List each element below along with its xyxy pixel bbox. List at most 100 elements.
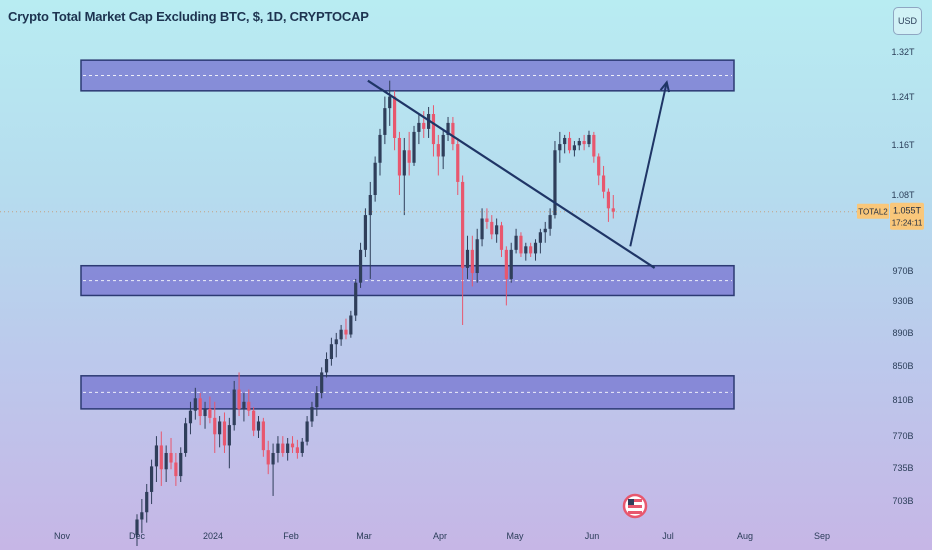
- candle-body: [358, 249, 363, 283]
- candle-body: [533, 242, 538, 254]
- candle-body: [290, 443, 295, 448]
- y-tick-label: 735B: [892, 463, 913, 473]
- candle-body: [538, 232, 542, 243]
- x-tick-label: Nov: [54, 531, 71, 541]
- candle-body: [320, 372, 324, 394]
- candle-body: [529, 246, 533, 254]
- symbol-tag-text: TOTAL2: [858, 208, 888, 217]
- candle-body: [295, 447, 299, 453]
- x-tick-label: Feb: [283, 531, 299, 541]
- candle-body: [470, 249, 474, 274]
- x-tick-label: Jun: [585, 531, 600, 541]
- candlestick-series: [135, 80, 615, 546]
- candle-body: [436, 144, 440, 157]
- candle-body: [222, 421, 227, 446]
- candle-body: [286, 443, 290, 453]
- x-tick-label: Aug: [737, 531, 753, 541]
- projection-arrow: [629, 82, 668, 247]
- last-price-label: TOTAL2 1.055T 17:24:11: [857, 202, 924, 230]
- candle-body: [548, 215, 552, 229]
- candle-body: [232, 389, 236, 426]
- candle-body: [397, 137, 402, 176]
- candle-body: [354, 282, 358, 316]
- candle-body: [213, 417, 217, 435]
- candle-body: [587, 134, 591, 145]
- y-tick-label: 1.32T: [891, 47, 915, 57]
- candle-body: [383, 108, 387, 135]
- candle-body: [431, 114, 436, 145]
- candle-body: [247, 401, 251, 411]
- candle-body: [490, 221, 494, 235]
- candle-body: [514, 235, 518, 250]
- candle-body: [592, 134, 596, 157]
- y-tick-label: 850B: [892, 361, 913, 371]
- candle-body: [349, 315, 353, 335]
- candle-body: [373, 162, 377, 196]
- candle-body: [310, 407, 314, 422]
- candle-body: [315, 393, 319, 408]
- candle-body: [558, 144, 562, 151]
- candle-body: [242, 401, 246, 409]
- candle-body: [465, 249, 470, 268]
- x-tick-label: Jul: [662, 531, 674, 541]
- candle-body: [154, 445, 159, 467]
- candle-body: [368, 195, 372, 216]
- candle-body: [412, 131, 416, 163]
- y-tick-label: 890B: [892, 328, 913, 338]
- candle-body: [441, 134, 445, 157]
- y-tick-label: 930B: [892, 296, 913, 306]
- candle-body: [611, 208, 615, 212]
- candle-body: [495, 225, 499, 235]
- candle-body: [461, 181, 465, 268]
- candle-body: [203, 408, 207, 417]
- candle-body: [256, 421, 261, 431]
- support-resistance-zones: [80, 59, 735, 410]
- y-tick-label: 1.08T: [891, 190, 915, 200]
- candle-body: [563, 137, 567, 145]
- candle-body: [266, 450, 270, 465]
- candle-body: [601, 175, 606, 192]
- candle-body: [198, 398, 202, 417]
- chart-title: Crypto Total Market Cap Excluding BTC, $…: [8, 9, 369, 24]
- candle-body: [329, 344, 333, 360]
- x-tick-label: 2024: [203, 531, 223, 541]
- exchange-flag-logo: [622, 493, 648, 519]
- candle-body: [451, 122, 455, 145]
- candle-body: [509, 249, 513, 279]
- currency-button[interactable]: USD: [893, 7, 922, 35]
- candle-body: [606, 191, 611, 209]
- candle-body: [582, 141, 586, 145]
- candle-body: [271, 452, 275, 465]
- candle-body: [422, 122, 426, 129]
- candle-body: [597, 156, 601, 176]
- y-tick-label: 770B: [892, 431, 913, 441]
- drawing-overlays: [0, 79, 858, 269]
- candle-body: [344, 329, 348, 335]
- candle-body: [300, 441, 304, 453]
- candle-body: [218, 421, 222, 435]
- y-tick-label: 1.16T: [891, 140, 915, 150]
- price-tag-box: [890, 202, 924, 230]
- candle-body: [543, 228, 547, 233]
- candle-body: [456, 144, 460, 182]
- candle-body: [499, 225, 504, 250]
- candle-body: [553, 150, 557, 216]
- arrow-head-icon: [659, 80, 671, 93]
- candle-body: [174, 462, 178, 477]
- candle-body: [184, 423, 188, 453]
- candle-body: [164, 452, 168, 470]
- candle-body: [169, 452, 173, 463]
- candle-body: [407, 150, 411, 163]
- price-axis[interactable]: 1.32T 1.24T 1.16T 1.08T 970B 930B 890B 850B 810B…: [891, 47, 915, 506]
- candle-body: [392, 96, 397, 138]
- candle-body: [572, 145, 576, 151]
- candle-body: [577, 141, 581, 146]
- x-tick-label: Dec: [129, 531, 146, 541]
- time-axis[interactable]: Nov Dec 2024 Feb Mar Apr May Jun Jul Aug Sep: [54, 531, 830, 541]
- candle-body: [402, 150, 406, 176]
- candle-body: [480, 218, 484, 240]
- x-tick-label: Sep: [814, 531, 830, 541]
- y-tick-label: 970B: [892, 266, 913, 276]
- candle-body: [485, 218, 489, 222]
